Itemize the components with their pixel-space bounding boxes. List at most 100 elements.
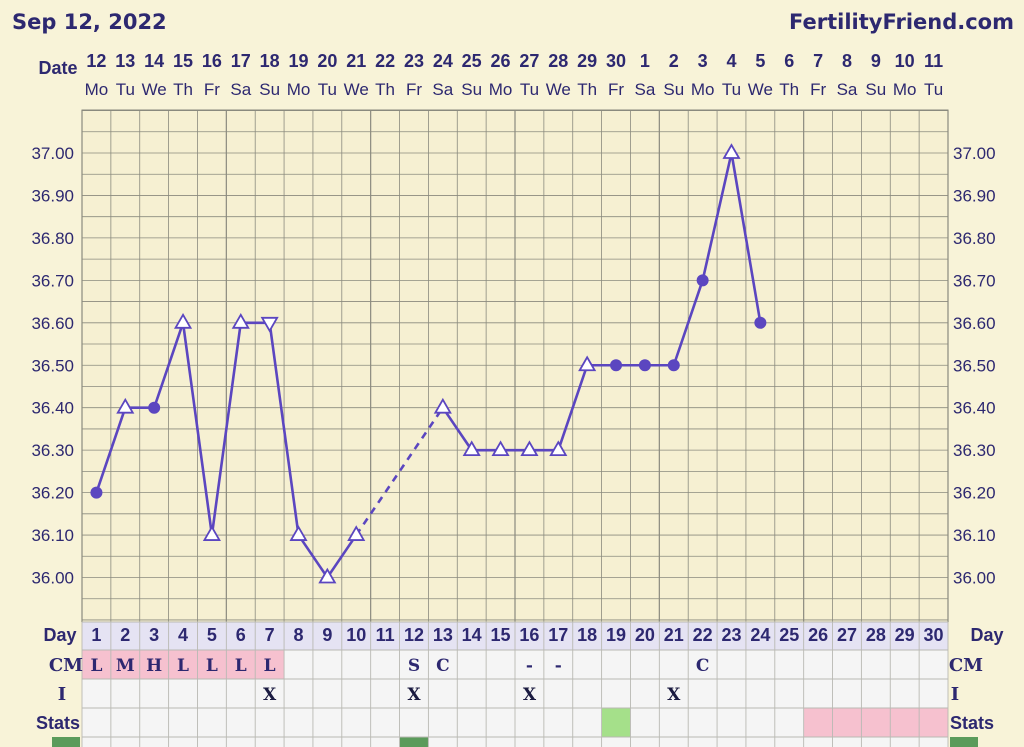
date-label: 7 [813, 51, 823, 71]
weekday-label: Fr [608, 80, 624, 99]
weekday-label: Su [865, 80, 886, 99]
y-tick-label-left: 36.00 [31, 569, 74, 588]
weekday-label: Th [375, 80, 395, 99]
cm-value: - [526, 656, 533, 676]
day-number: 22 [693, 625, 713, 645]
stats-row-label: Stats [36, 713, 80, 733]
stats-cell-highlight [601, 708, 631, 737]
date-row-label: Date [38, 58, 77, 78]
y-tick-label-right: 36.70 [953, 271, 996, 290]
day-number: 2 [120, 625, 130, 645]
stats-row-label-right: Stats [950, 713, 994, 733]
day-number: 17 [548, 625, 568, 645]
y-tick-label-left: 36.10 [31, 526, 74, 545]
weekday-label: We [142, 80, 167, 99]
y-tick-label-left: 36.50 [31, 356, 74, 375]
temp-point [491, 440, 510, 457]
weekday-label: Tu [318, 80, 337, 99]
y-tick-label-right: 36.50 [953, 356, 996, 375]
weekday-label: Mo [287, 80, 311, 99]
i-value: X [407, 685, 421, 705]
date-label: 23 [404, 51, 424, 71]
chart-date: Sep 12, 2022 [12, 10, 167, 34]
temp-point [462, 440, 481, 457]
cm-value: C [696, 656, 710, 676]
y-tick-label-right: 37.00 [953, 144, 996, 163]
day-number: 14 [462, 625, 482, 645]
date-label: 24 [433, 51, 453, 71]
day-number: 27 [837, 625, 857, 645]
date-label: 30 [606, 51, 626, 71]
date-label: 13 [115, 51, 135, 71]
date-label: 9 [871, 51, 881, 71]
cm-value: - [555, 656, 562, 676]
cm-row-label-right: CM [949, 655, 983, 676]
i-value: X [263, 685, 277, 705]
temp-point [667, 359, 680, 372]
weekday-label: Tu [924, 80, 943, 99]
weekday-label: Tu [116, 80, 135, 99]
temp-line [95, 321, 358, 580]
weekday-label: Sa [432, 80, 453, 99]
day-number: 11 [376, 625, 395, 645]
cm-value: L [264, 656, 276, 676]
day-number: 19 [606, 625, 626, 645]
temp-point [260, 316, 279, 333]
y-tick-label-left: 36.60 [31, 314, 74, 333]
weekday-label: Mo [893, 80, 917, 99]
weekday-label: Sa [635, 80, 656, 99]
date-label: 11 [924, 51, 943, 71]
weekday-label: Su [663, 80, 684, 99]
temp-point [578, 355, 597, 372]
stats-cell-highlight [832, 708, 862, 737]
day-number: 8 [293, 625, 303, 645]
weekday-label: Th [577, 80, 597, 99]
day-number: 5 [207, 625, 217, 645]
y-tick-label-right: 36.40 [953, 399, 996, 418]
site-name: FertilityFriend.com [789, 10, 1014, 34]
date-label: 4 [726, 51, 736, 71]
day-number: 26 [808, 625, 828, 645]
date-label: 12 [86, 51, 106, 71]
cm-value: S [408, 656, 420, 676]
date-label: 3 [698, 51, 708, 71]
i-value: X [523, 685, 537, 705]
date-label: 8 [842, 51, 852, 71]
date-label: 21 [346, 51, 366, 71]
day-number: 25 [779, 625, 799, 645]
temp-point [638, 359, 651, 372]
stats-extra-cell [950, 737, 978, 747]
day-number: 3 [149, 625, 159, 645]
cm-cell-highlight [168, 650, 198, 679]
day-row-label-right: Day [970, 625, 1003, 645]
cm-value: M [116, 656, 135, 676]
cm-cell-highlight [255, 650, 285, 679]
i-row-label-right: I [951, 684, 959, 705]
weekday-label: Mo [489, 80, 513, 99]
y-tick-label-left: 36.80 [31, 229, 74, 248]
day-number: 16 [519, 625, 539, 645]
day-number: 12 [404, 625, 424, 645]
weekday-label: Sa [230, 80, 251, 99]
temp-point [549, 440, 568, 457]
weekday-label: Su [259, 80, 280, 99]
stats-extra-cell [52, 737, 80, 747]
temp-point [696, 274, 709, 287]
temp-point [148, 401, 161, 414]
y-tick-label-right: 36.60 [953, 314, 996, 333]
weekday-label: Fr [204, 80, 220, 99]
day-number: 29 [895, 625, 915, 645]
date-label: 18 [260, 51, 280, 71]
day-number: 28 [866, 625, 886, 645]
cm-cell-highlight [139, 650, 169, 679]
date-label: 2 [669, 51, 679, 71]
temp-point [173, 312, 193, 329]
weekday-label: Mo [85, 80, 109, 99]
weekday-label: We [344, 80, 369, 99]
day-number: 4 [178, 625, 188, 645]
temp-point [231, 312, 250, 329]
day-number: 30 [924, 625, 944, 645]
day-number: 23 [721, 625, 741, 645]
day-number: 18 [577, 625, 597, 645]
y-tick-label-left: 36.30 [31, 441, 74, 460]
